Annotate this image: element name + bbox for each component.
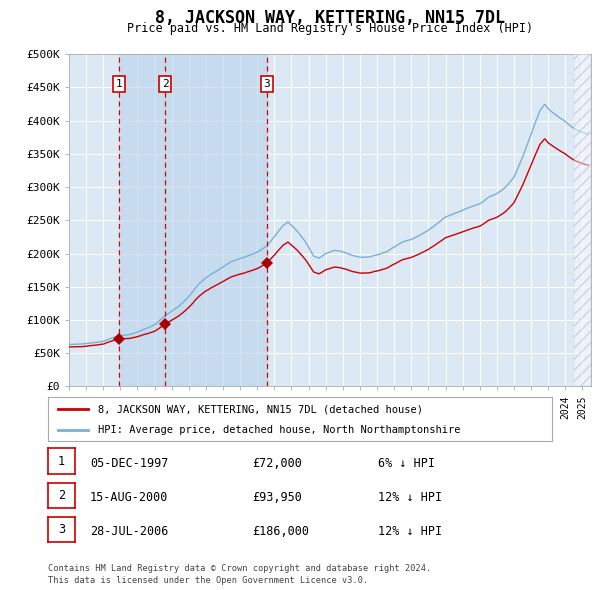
Text: 28-JUL-2006: 28-JUL-2006 (90, 525, 169, 538)
Text: £93,950: £93,950 (252, 491, 302, 504)
Bar (165, 54, 267, 386)
Text: £72,000: £72,000 (252, 457, 302, 470)
Text: 12% ↓ HPI: 12% ↓ HPI (378, 525, 442, 538)
Text: 12% ↓ HPI: 12% ↓ HPI (378, 491, 442, 504)
Text: £186,000: £186,000 (252, 525, 309, 538)
Bar (574, 54, 591, 386)
Text: 3: 3 (263, 79, 271, 89)
Text: 1: 1 (116, 79, 122, 89)
Text: 6% ↓ HPI: 6% ↓ HPI (378, 457, 435, 470)
Text: Contains HM Land Registry data © Crown copyright and database right 2024.
This d: Contains HM Land Registry data © Crown c… (48, 565, 431, 585)
Bar (119, 54, 165, 386)
Text: Price paid vs. HM Land Registry's House Price Index (HPI): Price paid vs. HM Land Registry's House … (127, 22, 533, 35)
Text: 15-AUG-2000: 15-AUG-2000 (90, 491, 169, 504)
Text: 05-DEC-1997: 05-DEC-1997 (90, 457, 169, 470)
Text: 2: 2 (162, 79, 169, 89)
Text: HPI: Average price, detached house, North Northamptonshire: HPI: Average price, detached house, Nort… (98, 425, 461, 435)
Text: 2: 2 (58, 489, 65, 502)
Text: 8, JACKSON WAY, KETTERING, NN15 7DL (detached house): 8, JACKSON WAY, KETTERING, NN15 7DL (det… (98, 404, 424, 414)
Text: 1: 1 (58, 454, 65, 468)
Text: 8, JACKSON WAY, KETTERING, NN15 7DL: 8, JACKSON WAY, KETTERING, NN15 7DL (155, 9, 505, 28)
Text: 3: 3 (58, 523, 65, 536)
